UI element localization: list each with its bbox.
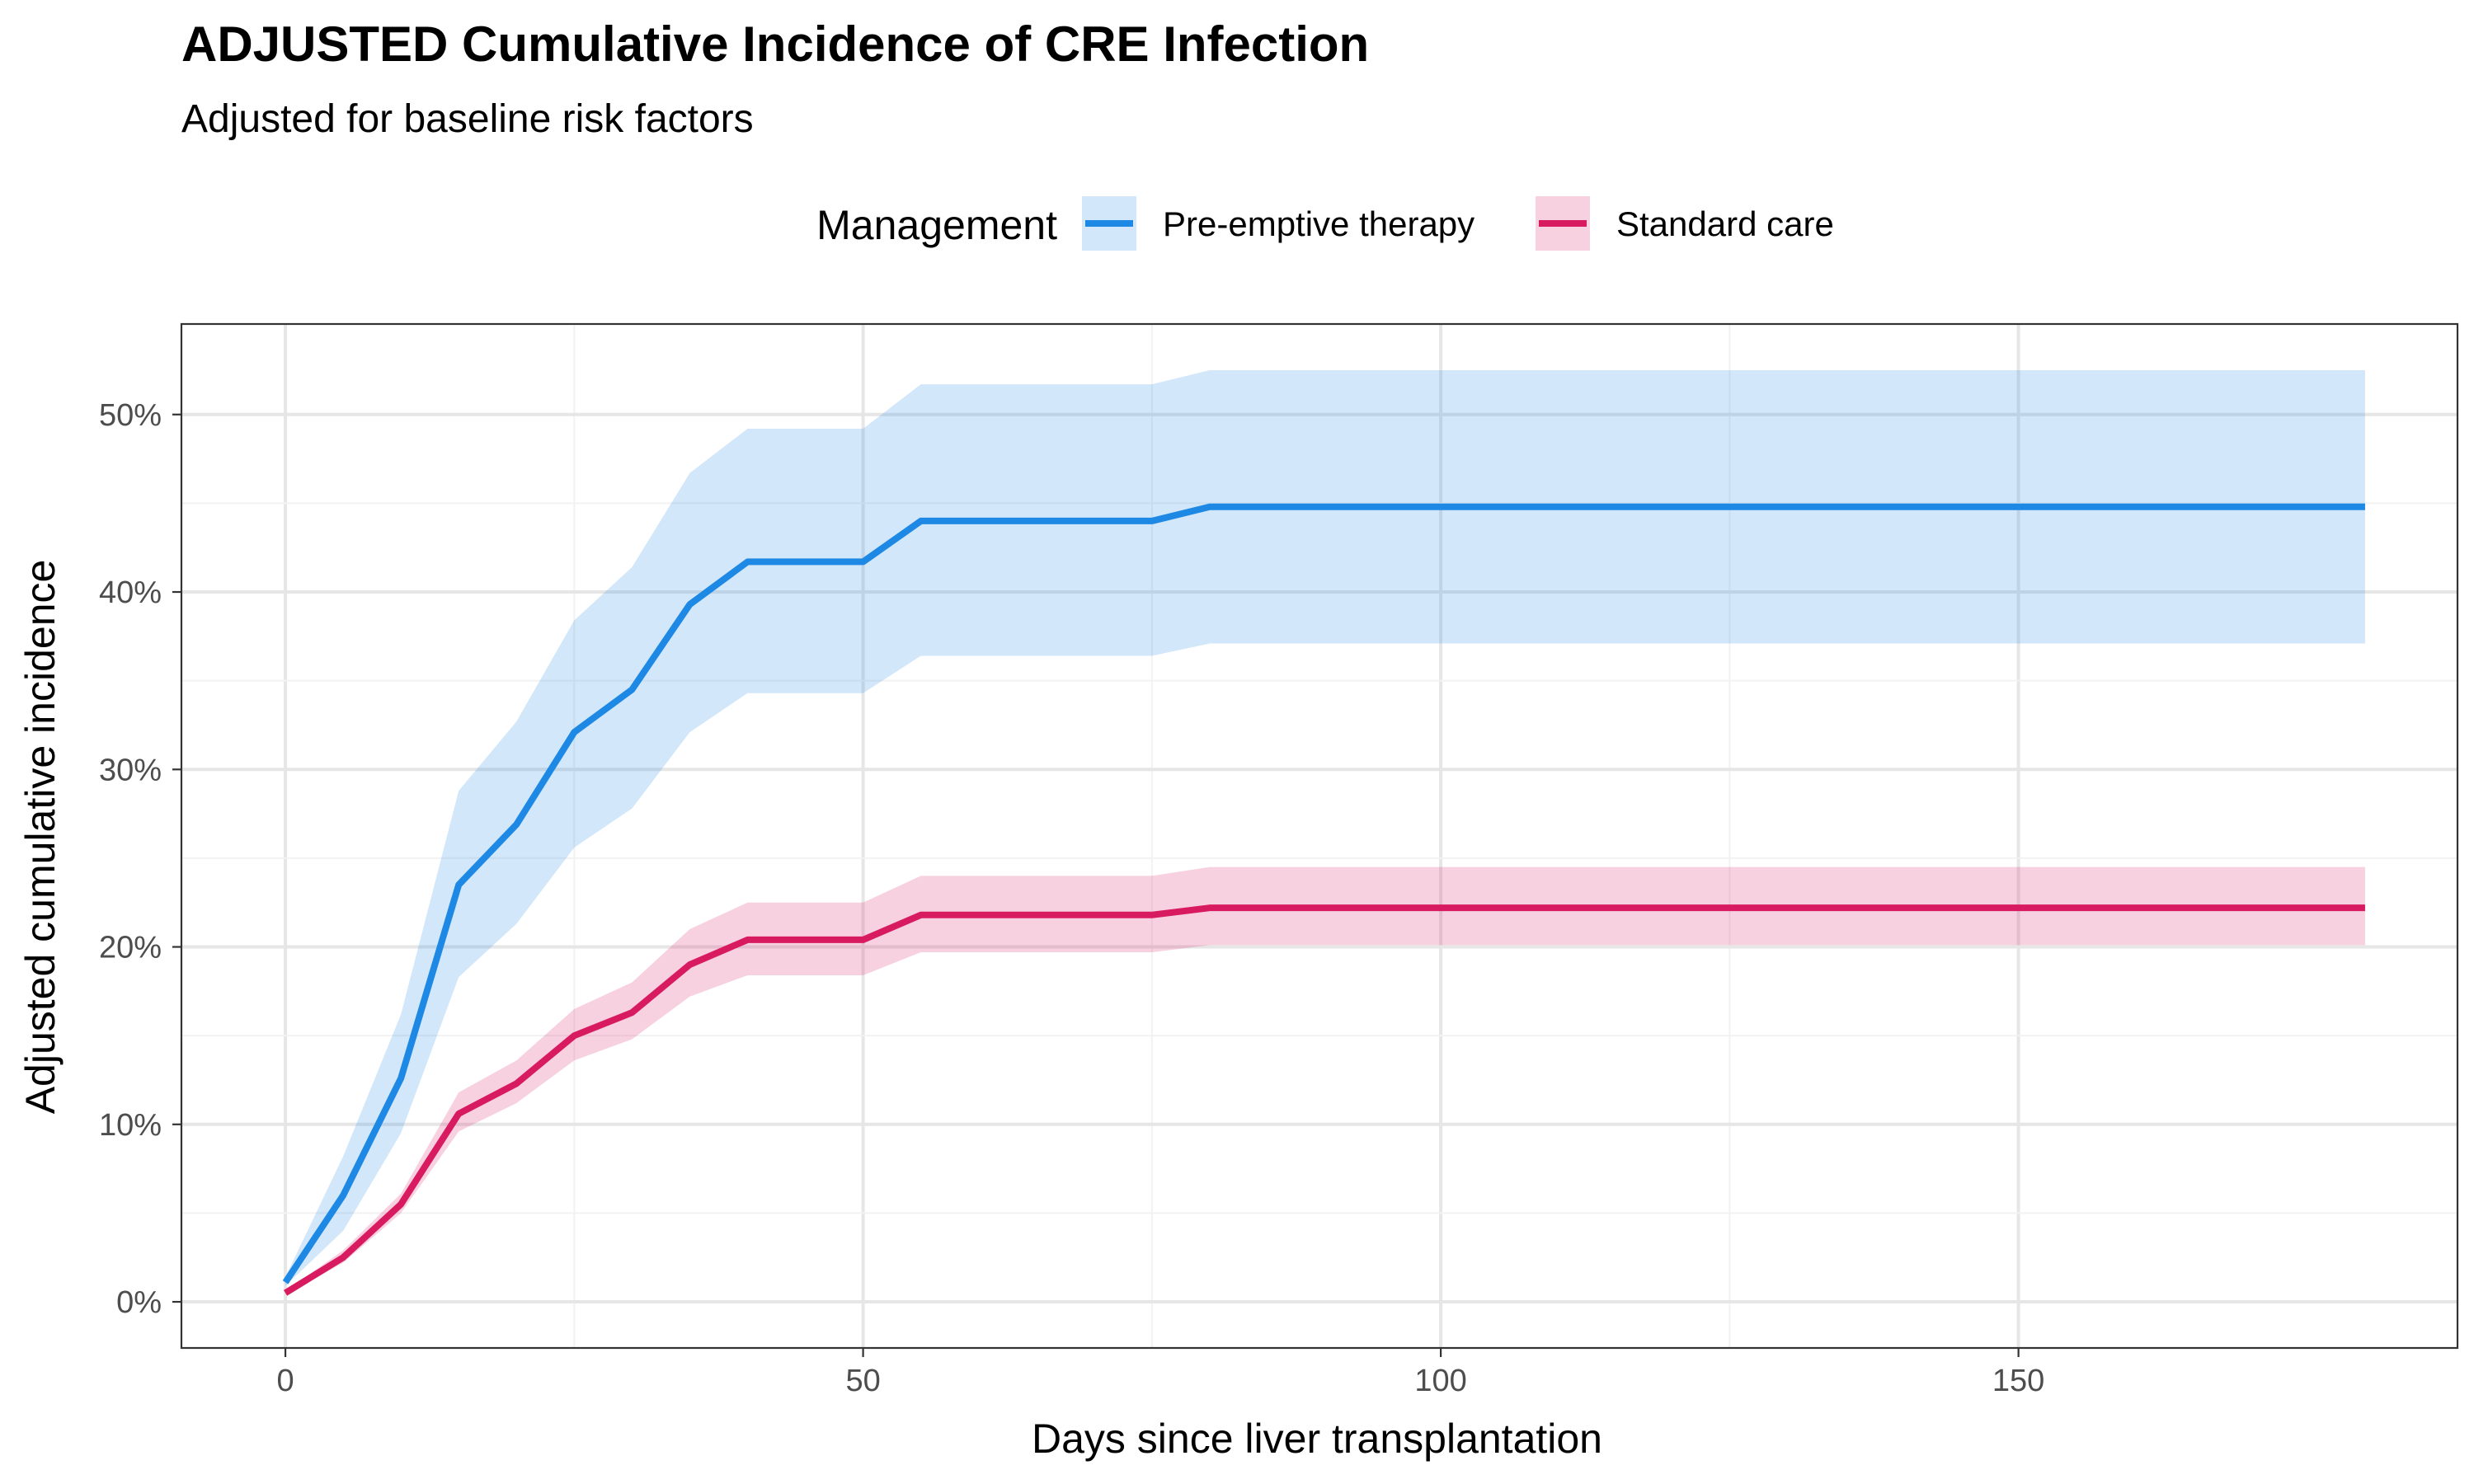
chart-subtitle: Adjusted for baseline risk factors: [181, 97, 754, 141]
legend-title: Management: [816, 202, 1057, 248]
y-axis-label: Adjusted cumulative incidence: [17, 560, 63, 1115]
y-tick-label: 20%: [99, 931, 162, 965]
legend: Management Pre-emptive therapy Standard c…: [816, 196, 1834, 251]
standard-care-confidence-band: [285, 866, 2365, 1295]
plot-area: [180, 322, 2459, 1350]
pre-emptive-therapy-line: [282, 503, 2365, 1284]
chart-title: ADJUSTED Cumulative Incidence of CRE Inf…: [181, 16, 1369, 72]
legend-label-standard-care: Standard care: [1616, 204, 1834, 243]
y-tick-label: 50%: [99, 398, 162, 433]
standard-care-line: [283, 904, 2365, 1296]
x-tick-label: 150: [1992, 1364, 2044, 1398]
y-tick-label: 0%: [116, 1285, 162, 1320]
x-axis: 0 50 100 150: [277, 1348, 2044, 1398]
pre-emptive-therapy-confidence-band: [285, 369, 2365, 1286]
y-axis: 0% 10% 20% 30% 40% 50%: [99, 398, 181, 1320]
x-axis-label: Days since liver transplantation: [1032, 1416, 1602, 1462]
y-tick-label: 30%: [99, 753, 162, 787]
x-tick-label: 50: [845, 1364, 880, 1398]
x-tick-label: 100: [1414, 1364, 1466, 1398]
y-tick-label: 40%: [99, 575, 162, 610]
legend-label-pre-emptive-therapy: Pre-emptive therapy: [1163, 204, 1475, 243]
x-tick-label: 0: [277, 1364, 294, 1398]
panel-border: [180, 322, 2459, 1350]
y-tick-label: 10%: [99, 1108, 162, 1143]
